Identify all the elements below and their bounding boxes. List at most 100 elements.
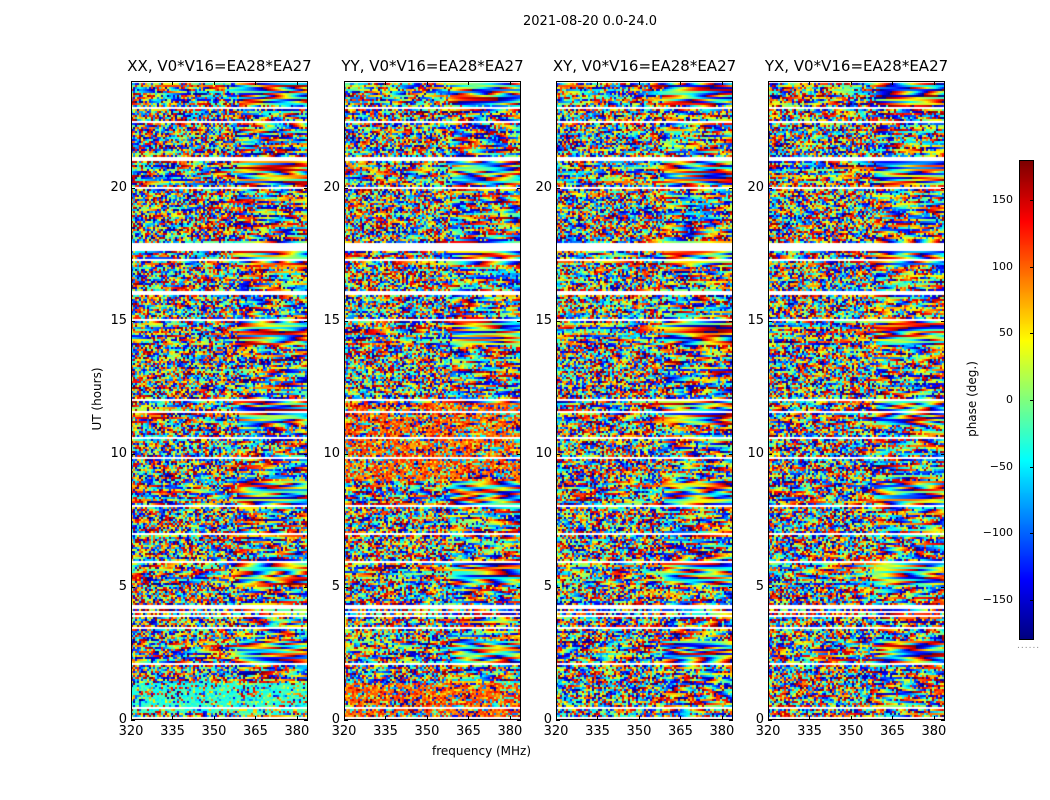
x-tick-label: 320 [331,724,357,739]
panel-4: YX, V0*V16=EA28*EA27 320 335 350 365 380 0 5 10 1… [747,57,948,739]
y-tick-label: 0 [543,712,552,727]
figure-title: 2021-08-20 0.0-24.0 [523,14,657,29]
x-tick-mark [468,81,470,85]
x-tick-mark [768,716,769,720]
y-tick-label: 5 [331,578,340,594]
x-tick-mark [721,716,723,720]
y-tick-label: 15 [323,312,340,328]
x-tick-label: 365 [243,724,268,739]
x-tick-mark [638,81,640,85]
y-tick-mark [304,453,308,455]
y-tick-label: 0 [755,712,764,727]
y-tick-label: 20 [747,179,764,195]
colorbar-tick-mark [1030,533,1034,535]
colorbar-tick-mark [1030,600,1034,601]
y-tick-mark [344,720,348,721]
x-tick-mark [468,716,470,720]
colorbar-tick-label: 100 [992,259,1013,273]
x-tick-mark [933,81,935,85]
x-tick-mark [385,81,387,85]
x-tick-mark [680,716,682,720]
colorbar-tick-mark [1030,400,1034,401]
y-axis-label: UT (hours) [90,367,104,431]
y-tick-mark [517,720,521,721]
colorbar-tick-label: −100 [982,526,1013,540]
x-tick-mark [556,81,557,85]
y-tick-mark [304,320,308,322]
y-tick-mark [729,320,733,322]
y-tick-mark [304,187,308,189]
x-tick-label: 350 [838,724,864,739]
x-tick-label: 335 [585,724,610,739]
x-tick-mark [809,81,811,85]
phase-waterfall [344,81,521,720]
x-tick-label: 335 [160,724,185,739]
y-tick-mark [729,586,733,588]
x-tick-mark [850,716,852,720]
y-tick-label: 0 [118,712,127,727]
y-tick-mark [344,320,348,322]
x-tick-label: 335 [373,724,398,739]
y-tick-mark [344,586,348,588]
x-tick-mark [509,716,511,720]
x-tick-mark [213,716,215,720]
x-tick-mark [172,716,174,720]
colorbar-tick-mark [1030,466,1034,468]
x-tick-label: 365 [880,724,905,739]
y-tick-mark [556,453,560,455]
y-tick-label: 10 [110,445,127,461]
colorbar-tick-label: 150 [992,193,1013,206]
y-tick-mark [729,720,733,721]
y-tick-mark [556,187,560,189]
y-tick-mark [768,453,772,455]
y-tick-mark [941,453,945,455]
x-tick-mark [426,716,428,720]
panel-2: YY, V0*V16=EA28*EA27 320 335 350 365 380 0 5 10 1… [323,57,523,739]
y-tick-mark [344,187,348,189]
x-tick-label: 380 [284,724,310,739]
y-tick-mark [344,453,348,455]
y-tick-mark [556,720,560,721]
x-tick-mark [296,81,298,85]
colorbar-tick-mark [1030,266,1034,268]
x-tick-mark [892,81,894,85]
y-tick-mark [729,187,733,189]
y-tick-mark [517,320,521,322]
x-tick-label: 335 [797,724,822,739]
y-tick-mark [768,586,772,588]
x-tick-mark [344,716,345,720]
y-tick-label: 0 [331,712,340,727]
x-tick-mark [597,716,599,720]
y-tick-mark [941,586,945,588]
y-tick-label: 15 [747,312,764,328]
x-tick-label: 320 [118,724,144,739]
x-tick-mark [509,81,511,85]
x-tick-mark [556,716,557,720]
x-tick-label: 365 [668,724,693,739]
phase-waterfall [556,81,733,720]
y-tick-mark [729,453,733,455]
x-tick-label: 350 [201,724,227,739]
y-tick-mark [517,586,521,588]
y-tick-mark [768,187,772,189]
colorbar-extension-marker: ...... [1017,641,1041,651]
y-tick-label: 20 [323,179,340,195]
y-tick-mark [131,187,135,189]
x-tick-label: 380 [709,724,735,739]
x-tick-mark [850,81,852,85]
x-tick-label: 380 [921,724,947,739]
colorbar-tick-mark [1030,333,1034,335]
y-tick-mark [768,320,772,322]
y-tick-mark [556,320,560,322]
y-tick-label: 5 [118,578,127,594]
panel-3: XY, V0*V16=EA28*EA27 320 335 350 365 380 0 5 10 1… [535,57,736,739]
x-tick-mark [296,716,298,720]
colorbar-tick-label: −50 [989,459,1013,473]
y-tick-label: 20 [110,179,127,195]
x-tick-mark [809,716,811,720]
y-tick-mark [131,320,135,322]
colorbar-tick-mark [1030,200,1034,201]
colorbar-label: phase (deg.) [965,361,979,437]
x-tick-label: 380 [497,724,523,739]
x-tick-mark [131,716,132,720]
